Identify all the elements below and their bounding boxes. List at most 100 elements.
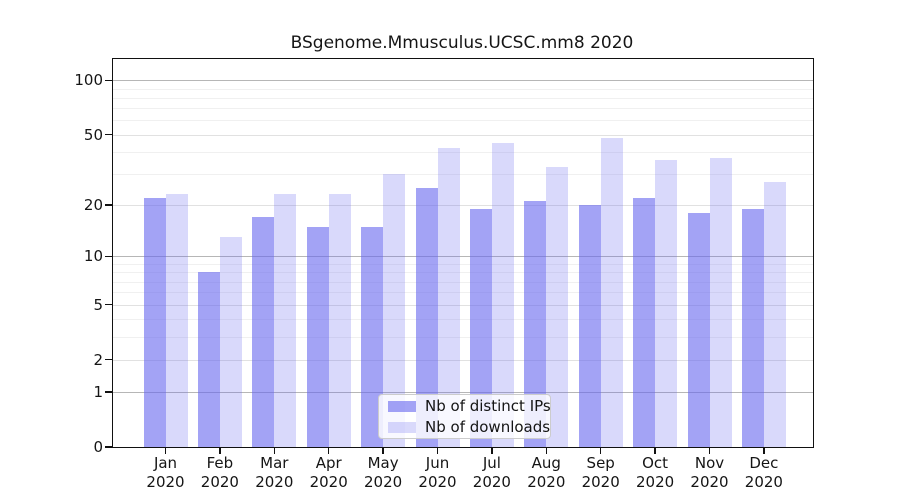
bar-downloads	[165, 194, 188, 447]
x-tick-year: 2020	[472, 473, 511, 491]
y-axis-tick	[105, 133, 112, 136]
decade-gridline	[113, 391, 813, 393]
x-tick-month: Sep	[586, 454, 615, 472]
bar-downloads	[491, 142, 514, 447]
bar-ips	[578, 205, 601, 447]
bar-ips	[633, 197, 656, 447]
minor-gridline	[113, 174, 813, 176]
x-tick-year: 2020	[255, 473, 294, 491]
bar-ips	[306, 226, 329, 447]
x-tick-month: May	[367, 454, 399, 472]
x-axis-tick-label: Jun 2020	[403, 454, 473, 492]
bar-downloads	[437, 148, 460, 447]
x-axis-tick-label: Apr 2020	[294, 454, 364, 492]
y-axis-tick-label: 1	[93, 382, 103, 401]
x-axis-tick	[491, 447, 493, 454]
bar-downloads	[274, 194, 297, 447]
major-gridline	[113, 304, 813, 306]
x-tick-month: Dec	[749, 454, 779, 472]
legend-label: Nb of distinct IPs	[425, 397, 551, 415]
x-tick-month: Apr	[315, 454, 342, 472]
y-axis-tick-label: 0	[93, 438, 103, 456]
x-tick-month: Oct	[642, 454, 669, 472]
x-tick-year: 2020	[690, 473, 729, 491]
major-gridline	[113, 205, 813, 207]
y-axis-tick	[105, 391, 112, 393]
x-tick-year: 2020	[200, 473, 239, 491]
x-tick-year: 2020	[527, 473, 566, 491]
x-axis-tick-label: Mar 2020	[239, 454, 309, 492]
x-axis-tick	[382, 447, 384, 454]
x-tick-month: Nov	[694, 454, 725, 472]
x-tick-month: Mar	[260, 454, 289, 472]
x-axis-tick-label: Jan 2020	[131, 454, 201, 492]
x-axis-tick-label: Nov 2020	[675, 454, 745, 492]
legend-label: Nb of downloads	[425, 418, 551, 436]
y-axis-tick-label: 2	[93, 350, 103, 369]
x-axis-tick-label: Sep 2020	[566, 454, 636, 492]
bar-downloads	[546, 166, 569, 447]
x-axis-tick	[545, 447, 547, 454]
x-tick-year: 2020	[364, 473, 403, 491]
x-tick-month: Jun	[425, 454, 450, 472]
decade-gridline	[113, 80, 813, 82]
minor-gridline	[113, 151, 813, 153]
bar-downloads	[383, 174, 406, 447]
bar-downloads	[328, 194, 351, 447]
x-axis-tick	[164, 447, 167, 454]
y-axis-tick-label: 20	[83, 196, 103, 215]
x-axis-tick	[763, 447, 765, 454]
x-axis-tick-label: Feb 2020	[185, 454, 255, 492]
x-axis-tick	[654, 447, 656, 454]
bar-ips	[361, 226, 384, 447]
x-tick-year: 2020	[309, 473, 348, 491]
x-tick-year: 2020	[581, 473, 620, 491]
x-axis-tick	[219, 447, 221, 454]
y-axis-tick	[105, 446, 112, 448]
legend-swatch-downloads	[388, 421, 416, 433]
x-axis-tick	[328, 447, 330, 454]
bar-ips	[524, 201, 547, 447]
legend: Nb of distinct IPs Nb of downloads	[378, 394, 551, 439]
bar-ips	[197, 272, 220, 447]
chart-title: BSgenome.Mmusculus.UCSC.mm8 2020	[290, 33, 634, 53]
legend-swatch-ips	[388, 400, 416, 412]
x-tick-month: Jul	[482, 454, 501, 472]
x-axis-tick	[436, 447, 439, 454]
legend-item: Nb of downloads	[388, 418, 550, 436]
x-axis-tick	[273, 447, 275, 454]
minor-gridline	[113, 97, 813, 99]
major-gridline	[113, 359, 813, 361]
minor-gridline	[113, 336, 813, 338]
y-axis-tick-label: 5	[93, 295, 103, 314]
bar-ips	[741, 208, 764, 447]
decade-gridline	[113, 256, 813, 258]
minor-gridline	[113, 319, 813, 321]
y-axis-tick-label: 100	[74, 71, 103, 90]
bar-ips	[469, 208, 492, 447]
x-tick-month: Jan	[153, 454, 178, 472]
x-tick-year: 2020	[146, 473, 185, 491]
y-axis-tick	[105, 359, 112, 361]
major-gridline	[113, 134, 813, 136]
x-axis-tick	[708, 447, 711, 454]
bar-downloads	[763, 182, 786, 447]
bar-downloads	[709, 157, 732, 447]
minor-gridline	[113, 281, 813, 283]
bar-ips	[143, 197, 166, 447]
x-axis-tick-label: May 2020	[348, 454, 418, 492]
minor-gridline	[113, 120, 813, 122]
bar-downloads	[600, 137, 623, 447]
minor-gridline	[113, 108, 813, 110]
x-tick-month: Feb	[206, 454, 234, 472]
x-axis-tick-label: Aug 2020	[511, 454, 581, 492]
bar-ips	[687, 213, 710, 447]
y-axis-tick	[105, 303, 112, 306]
bar-ips	[415, 188, 438, 447]
bar-ips	[252, 217, 275, 447]
bar-downloads	[219, 237, 242, 447]
bar-downloads	[655, 160, 678, 447]
x-axis-tick-label: Dec 2020	[729, 454, 799, 492]
x-axis-tick-label: Jul 2020	[457, 454, 527, 492]
